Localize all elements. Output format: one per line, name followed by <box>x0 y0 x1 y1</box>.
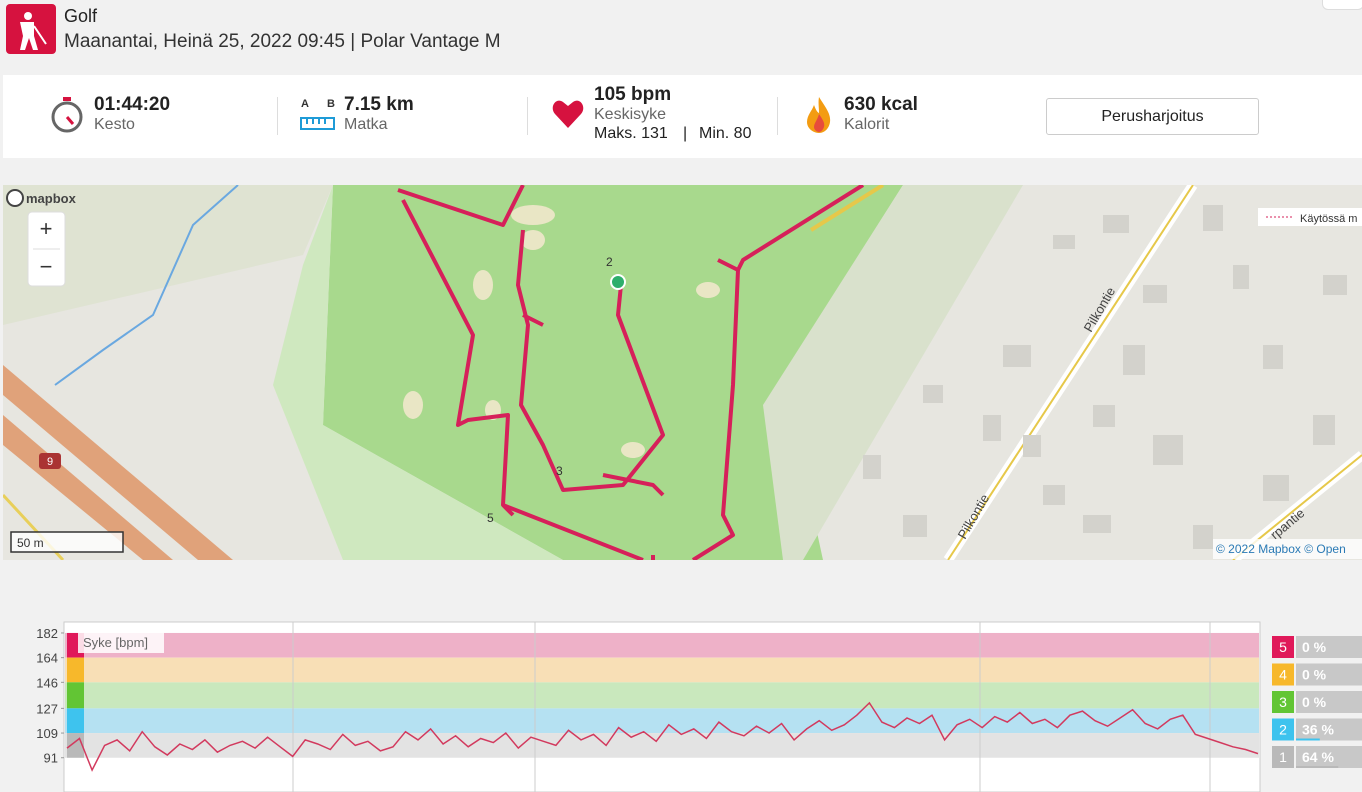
hole-label: 3 <box>556 464 563 478</box>
calories-value: 630 kcal <box>844 94 918 115</box>
top-button[interactable] <box>1322 0 1362 10</box>
hr-value: 105 bpm <box>594 84 672 105</box>
y-tick-label: 146 <box>36 675 58 690</box>
zone-number-box <box>1272 691 1294 713</box>
hr-label: Keskisyke <box>594 106 667 123</box>
divider <box>777 97 778 135</box>
hr-line <box>66 701 1259 772</box>
zone-band <box>65 632 1259 658</box>
y-tick-label: 164 <box>36 651 58 666</box>
zone-marker <box>67 708 84 734</box>
zone-band <box>65 682 1259 709</box>
zone-percent-box <box>1296 746 1362 768</box>
duration-value: 01:44:20 <box>94 94 171 115</box>
legend-box <box>78 631 164 653</box>
heart-icon <box>552 100 584 128</box>
zone-percent-bar <box>1296 738 1320 741</box>
map-scale: 50 m <box>17 536 44 550</box>
y-tick-label: 127 <box>36 701 58 716</box>
hr-chart: 5 0 % 4 0 % 3 0 % 2 36 % 1 64 % 91 109 127 146 164 182 S… <box>36 621 1362 792</box>
distance-icon <box>300 117 335 130</box>
duration-label: Kesto <box>94 116 135 133</box>
zone-percent: 36 % <box>1302 722 1334 738</box>
zone-number-box <box>1272 663 1294 686</box>
zone-number-box <box>1272 718 1294 741</box>
zone-percent: 0 % <box>1302 667 1327 683</box>
map: 235 9 Pilkontie Pilkontie rpantie mapbox… <box>3 185 1362 560</box>
y-tick-label: 109 <box>36 726 58 741</box>
distance-value: 7.15 km <box>344 94 414 115</box>
zone-marker <box>67 657 84 683</box>
zone-percent: 0 % <box>1302 639 1327 655</box>
hr-min: Min. 80 <box>699 125 752 142</box>
map-legend: Käytössä m <box>1300 213 1357 225</box>
calories-icon <box>807 97 831 133</box>
zone-number: 2 <box>1279 722 1287 738</box>
hole-label: 2 <box>606 255 613 269</box>
zone-percent-box <box>1296 718 1362 741</box>
distance-icon-a: A <box>301 98 309 110</box>
road-number: 9 <box>47 456 53 468</box>
zone-percent-bar <box>1296 766 1339 768</box>
zone-number: 5 <box>1279 639 1287 655</box>
zone-band <box>65 657 1259 683</box>
divider <box>527 97 528 135</box>
zone-number: 3 <box>1279 694 1287 710</box>
legend-title: Syke [bpm] <box>83 635 148 650</box>
map-attribution[interactable]: © 2022 Mapbox © Open <box>1216 542 1346 556</box>
calories-label: Kalorit <box>844 116 890 133</box>
subtitle: Maanantai, Heinä 25, 2022 09:45 | Polar … <box>64 31 501 52</box>
zone-percent-box <box>1296 663 1362 686</box>
hole-label: 5 <box>487 511 494 525</box>
zone-number: 1 <box>1279 749 1287 765</box>
hr-separator: | <box>683 125 688 142</box>
divider <box>277 97 278 135</box>
sport-icon <box>6 4 56 54</box>
zone-percent: 64 % <box>1302 749 1334 765</box>
zoom-in[interactable]: + <box>40 216 53 241</box>
zone-percent-box <box>1296 691 1362 713</box>
training-type-button[interactable]: Perusharjoitus <box>1046 98 1259 135</box>
zone-number-box <box>1272 746 1294 768</box>
zoom-out[interactable]: − <box>40 254 53 279</box>
sport-name: Golf <box>64 6 98 26</box>
map-logo: mapbox <box>26 191 77 206</box>
distance-label: Matka <box>344 116 388 133</box>
road-shield <box>39 453 61 469</box>
zone-number-box <box>1272 636 1294 658</box>
hr-max: Maks. 131 <box>594 125 668 142</box>
zone-band <box>65 708 1259 734</box>
zone-number: 4 <box>1279 667 1287 683</box>
duration-icon <box>51 97 83 133</box>
zone-marker <box>67 682 84 709</box>
y-tick-label: 91 <box>44 751 58 766</box>
y-tick-label: 182 <box>36 626 58 641</box>
zone-percent: 0 % <box>1302 694 1327 710</box>
zone-band <box>65 733 1259 758</box>
distance-icon-b: B <box>327 98 335 110</box>
zone-percent-box <box>1296 636 1362 658</box>
